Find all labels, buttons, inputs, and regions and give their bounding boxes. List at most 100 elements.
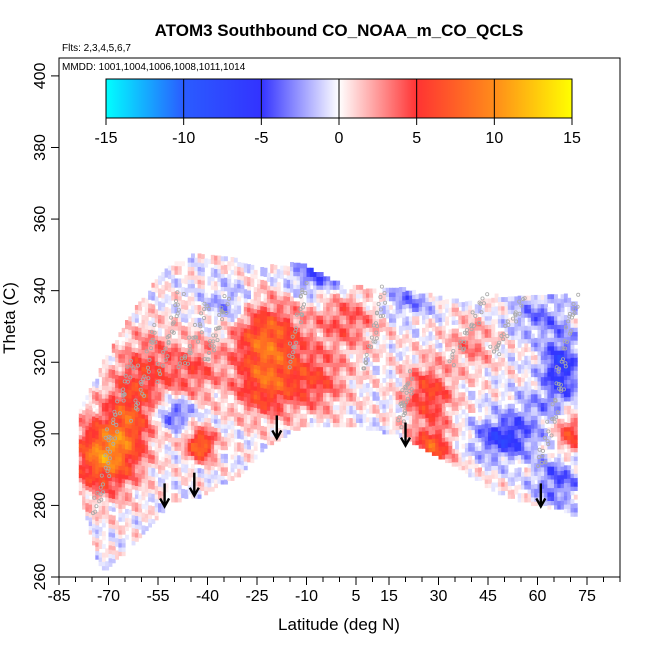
- heat-cell: [144, 453, 149, 459]
- heat-cell: [161, 486, 166, 492]
- heat-cell: [88, 529, 93, 535]
- heat-cell: [313, 272, 317, 277]
- heat-cell: [164, 298, 169, 304]
- heat-cell: [187, 408, 192, 413]
- heat-cell: [339, 319, 344, 325]
- heat-cell: [250, 355, 255, 360]
- heat-cell: [448, 445, 453, 451]
- heat-cell: [98, 406, 103, 412]
- heat-cell: [389, 356, 393, 362]
- heat-cell: [257, 313, 261, 319]
- heat-cell: [448, 367, 453, 373]
- heat-cell: [375, 395, 380, 401]
- heat-cell: [154, 365, 159, 370]
- heat-cell: [412, 302, 416, 308]
- heat-cell: [237, 339, 242, 345]
- heat-cell: [237, 347, 242, 353]
- heat-cell: [352, 293, 357, 299]
- heat-cell: [451, 427, 456, 433]
- heat-cell: [392, 412, 397, 418]
- heat-cell: [266, 405, 271, 411]
- heat-cell: [293, 378, 298, 384]
- heat-cell: [385, 429, 390, 435]
- heat-cell: [286, 326, 291, 332]
- heat-cell: [98, 402, 103, 408]
- heat-cell: [200, 468, 205, 474]
- heat-cell: [144, 307, 149, 313]
- heat-cell: [197, 481, 202, 486]
- heat-cell: [266, 289, 271, 295]
- heat-cell: [488, 478, 492, 484]
- heat-cell: [141, 452, 146, 458]
- heat-cell: [468, 356, 473, 362]
- heat-cell: [237, 296, 242, 302]
- heat-cell: [418, 349, 423, 355]
- heat-cell: [474, 463, 479, 469]
- heat-cell: [144, 491, 149, 497]
- heat-cell: [210, 400, 215, 406]
- heat-cell: [98, 367, 103, 373]
- heat-cell: [164, 375, 169, 381]
- heat-cell: [111, 545, 116, 551]
- heat-cell: [105, 428, 110, 433]
- heat-cell: [474, 458, 479, 464]
- heat-cell: [293, 284, 298, 290]
- heat-cell: [484, 483, 489, 489]
- heat-cell: [194, 296, 199, 302]
- heat-cell: [412, 341, 416, 347]
- heat-cell: [385, 412, 390, 418]
- heat-cell: [415, 345, 420, 351]
- heat-cell: [138, 421, 143, 427]
- heat-cell: [191, 425, 195, 431]
- heat-cell: [131, 424, 136, 430]
- heat-cell: [422, 388, 426, 393]
- heat-cell: [398, 407, 403, 413]
- heat-cell: [431, 442, 436, 448]
- heat-cell: [431, 356, 436, 362]
- heat-cell: [323, 366, 327, 372]
- heat-cell: [194, 399, 199, 405]
- heat-cell: [131, 497, 136, 503]
- heat-cell: [92, 523, 96, 529]
- heat-cell: [346, 297, 350, 303]
- heat-cell: [395, 343, 400, 349]
- heat-cell: [326, 418, 331, 423]
- heat-cell: [144, 470, 149, 476]
- heat-cell: [161, 323, 166, 329]
- heat-cell: [435, 326, 440, 332]
- heat-cell: [478, 437, 482, 443]
- heat-cell: [319, 388, 324, 393]
- heat-cell: [161, 293, 166, 299]
- heat-cell: [359, 332, 364, 338]
- heat-cell: [197, 412, 202, 418]
- heat-cell: [458, 345, 463, 350]
- heat-cell: [375, 318, 380, 324]
- heat-cell: [101, 466, 106, 472]
- heat-cell: [494, 396, 499, 402]
- heat-cell: [227, 424, 232, 430]
- heat-cell: [425, 413, 430, 418]
- heat-cell: [425, 318, 430, 324]
- heat-cell: [286, 330, 291, 336]
- heat-cell: [118, 375, 123, 381]
- heat-cell: [369, 318, 374, 324]
- heat-cell: [233, 390, 238, 396]
- heat-cell: [478, 330, 482, 335]
- heat-cell: [88, 478, 93, 484]
- heat-cell: [82, 401, 86, 407]
- heat-cell: [174, 381, 179, 387]
- heat-cell: [144, 414, 149, 420]
- heat-cell: [101, 479, 106, 485]
- heat-cell: [408, 423, 413, 429]
- heat-cell: [187, 270, 192, 276]
- heat-cell: [346, 357, 350, 363]
- heat-cell: [115, 352, 119, 358]
- heat-cell: [220, 376, 225, 382]
- heat-cell: [243, 465, 248, 471]
- heat-cell: [177, 351, 182, 357]
- heat-cell: [441, 299, 446, 305]
- heat-cell: [501, 434, 506, 440]
- heat-cell: [158, 340, 162, 345]
- heat-cell: [412, 324, 416, 330]
- heat-cell: [148, 440, 152, 446]
